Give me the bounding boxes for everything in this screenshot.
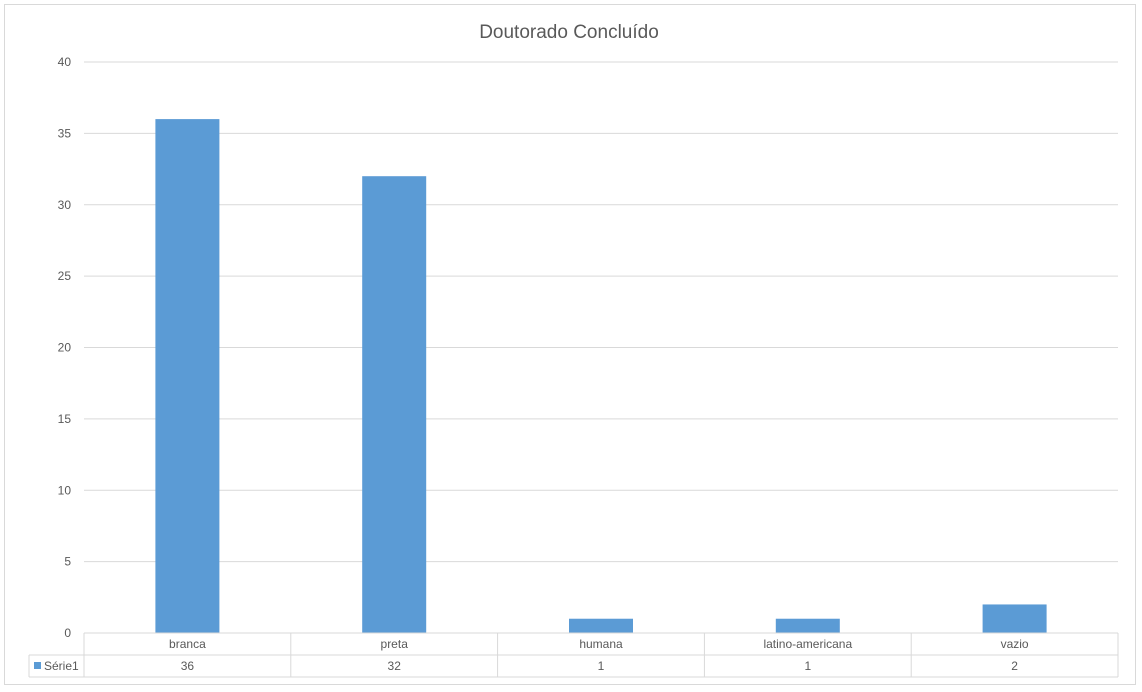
legend-swatch xyxy=(34,662,41,669)
data-table: branca 36 preta 32 humana 1 latino-americana 1 v… xyxy=(28,632,1119,678)
bars xyxy=(155,119,1047,634)
gridlines xyxy=(84,61,1118,563)
legend-label: Série1 xyxy=(44,659,79,673)
bar-vazio xyxy=(982,604,1047,633)
y-tick-label: 30 xyxy=(58,198,72,212)
y-tick-label: 0 xyxy=(64,626,71,640)
category-label: humana xyxy=(579,637,623,651)
y-tick-label: 5 xyxy=(64,555,71,569)
y-tick-label: 10 xyxy=(58,483,72,497)
chart-frame xyxy=(4,4,1136,685)
y-tick-label: 40 xyxy=(58,55,72,69)
y-tick-label: 20 xyxy=(58,341,72,355)
data-label: 32 xyxy=(388,659,402,673)
bar-preta xyxy=(362,176,427,633)
category-label: latino-americana xyxy=(763,637,852,651)
bar-latino-americana xyxy=(775,618,840,633)
data-label: 1 xyxy=(804,659,811,673)
y-tick-label: 15 xyxy=(58,412,72,426)
data-label: 36 xyxy=(181,659,195,673)
y-tick-label: 25 xyxy=(58,269,72,283)
category-label: preta xyxy=(381,637,409,651)
data-label: 1 xyxy=(598,659,605,673)
chart-title: Doutorado Concluído xyxy=(479,22,659,43)
y-tick-label: 35 xyxy=(58,126,72,140)
data-label: 2 xyxy=(1011,659,1018,673)
bar-branca xyxy=(155,119,220,634)
y-axis-tick-labels: 0 5 10 15 20 25 30 35 40 xyxy=(58,55,72,640)
category-label: branca xyxy=(169,637,206,651)
bar-humana xyxy=(569,618,633,633)
category-label: vazio xyxy=(1001,637,1029,651)
